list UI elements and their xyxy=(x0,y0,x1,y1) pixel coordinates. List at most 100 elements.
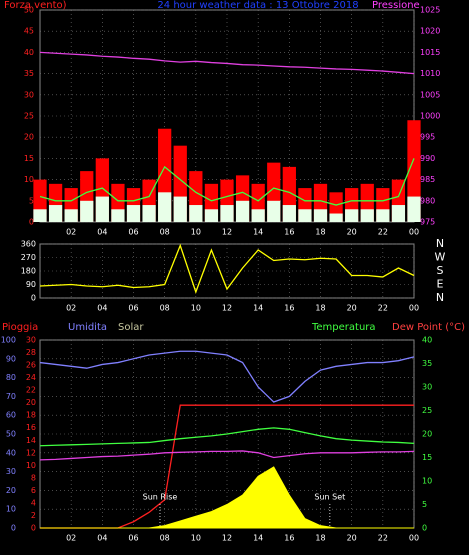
y2-tick-label: 1000 xyxy=(420,112,440,121)
y2-tick-label: 1025 xyxy=(420,6,440,15)
bar xyxy=(189,205,203,222)
y2-tick-label: 40 xyxy=(422,336,432,345)
x-tick-label: 20 xyxy=(347,304,357,313)
x-tick-label: 14 xyxy=(253,534,263,543)
y-tick-label: 100 xyxy=(1,336,16,345)
x-tick-label: 00 xyxy=(409,228,419,237)
line xyxy=(39,51,415,75)
y3-tick-label: 10 xyxy=(26,461,36,470)
y3-tick-label: 20 xyxy=(26,398,36,407)
y-tick-label: 40 xyxy=(24,48,34,57)
bar xyxy=(80,200,94,222)
x-tick-label: 22 xyxy=(378,228,388,237)
bar xyxy=(282,205,296,222)
x-tick-label: 12 xyxy=(222,228,232,237)
y-tick-label: 360 xyxy=(21,240,36,249)
y-tick-label: 270 xyxy=(21,253,36,262)
y3-tick-label: 16 xyxy=(26,423,36,432)
y2-tick-label: 35 xyxy=(422,359,432,368)
line xyxy=(39,450,415,461)
y-tick-label: 15 xyxy=(24,154,34,163)
line xyxy=(39,350,415,403)
bar xyxy=(267,200,281,222)
y2-tick-label: W xyxy=(435,251,446,264)
x-tick-label: 06 xyxy=(128,304,138,313)
y2-tick-label: 985 xyxy=(420,175,435,184)
x-tick-label: 16 xyxy=(284,534,294,543)
x-tick-label: 08 xyxy=(160,304,170,313)
y3-tick-label: 12 xyxy=(26,448,36,457)
x-tick-label: 08 xyxy=(160,228,170,237)
x-tick-label: 02 xyxy=(66,534,76,543)
y-tick-label: 90 xyxy=(6,354,16,363)
x-tick-label: 04 xyxy=(97,228,107,237)
pressure-axis-label: Pressione xyxy=(372,0,420,11)
y-tick-label: 50 xyxy=(24,6,34,15)
x-tick-label: 22 xyxy=(378,304,388,313)
y3-tick-label: 24 xyxy=(26,373,36,382)
bar xyxy=(391,205,406,222)
y2-tick-label: 975 xyxy=(420,218,435,227)
y3-tick-label: 14 xyxy=(26,436,36,445)
x-tick-label: 00 xyxy=(409,304,419,313)
x-tick-label: 04 xyxy=(97,534,107,543)
area xyxy=(40,466,414,529)
x-tick-label: 10 xyxy=(191,228,201,237)
y-tick-label: 90 xyxy=(26,280,36,289)
x-tick-label: 10 xyxy=(191,534,201,543)
wind-axis-label: Forza vento) xyxy=(4,0,67,11)
y2-tick-label: 980 xyxy=(420,196,435,205)
x-tick-label: 04 xyxy=(97,304,107,313)
bar xyxy=(407,196,421,222)
annotation: Sun Rise xyxy=(143,493,178,502)
y3-tick-label: 2 xyxy=(31,511,36,520)
x-tick-label: 16 xyxy=(284,228,294,237)
y2-tick-label: S xyxy=(437,264,444,277)
bar xyxy=(345,209,359,222)
y-tick-label: 40 xyxy=(6,448,16,457)
series-label: Solar xyxy=(118,322,144,333)
y2-tick-label: 1015 xyxy=(420,48,440,57)
y-tick-label: 20 xyxy=(24,133,34,142)
chart-title: 24 hour weather data : 13 Ottobre 2018 xyxy=(157,0,358,11)
y2-tick-label: 990 xyxy=(420,154,435,163)
y-tick-label: 50 xyxy=(6,430,16,439)
bar xyxy=(126,205,141,222)
line xyxy=(39,158,415,206)
y3-tick-label: 18 xyxy=(26,411,36,420)
y2-tick-label: 995 xyxy=(420,133,435,142)
bar xyxy=(313,209,328,222)
bar xyxy=(360,209,374,222)
bar xyxy=(173,196,187,222)
y3-tick-label: 4 xyxy=(31,498,36,507)
x-tick-label: 20 xyxy=(347,228,357,237)
bar xyxy=(298,209,312,222)
series-label: Pioggia xyxy=(2,322,38,333)
y2-tick-label: 30 xyxy=(422,383,432,392)
x-tick-label: 16 xyxy=(284,304,294,313)
y-tick-label: 0 xyxy=(11,524,16,533)
y-tick-label: 25 xyxy=(24,112,34,121)
y-tick-label: 5 xyxy=(29,196,34,205)
x-tick-label: 08 xyxy=(160,534,170,543)
y-tick-label: 20 xyxy=(6,486,16,495)
bar xyxy=(235,200,250,222)
line xyxy=(39,427,415,447)
x-tick-label: 18 xyxy=(315,534,325,543)
series-label: Temperatura xyxy=(311,322,376,333)
y-tick-label: 60 xyxy=(6,411,16,420)
y-tick-label: 45 xyxy=(24,27,34,36)
y2-tick-label: 1005 xyxy=(420,90,440,99)
x-tick-label: 06 xyxy=(128,228,138,237)
bar xyxy=(64,209,78,222)
x-tick-label: 14 xyxy=(253,228,263,237)
y3-tick-label: 8 xyxy=(31,473,36,482)
y3-tick-label: 6 xyxy=(31,486,36,495)
y2-tick-label: N xyxy=(436,291,444,304)
y2-tick-label: 5 xyxy=(422,500,427,509)
y2-tick-label: 25 xyxy=(422,406,432,415)
y2-tick-label: 0 xyxy=(422,524,427,533)
y2-tick-label: 10 xyxy=(422,477,432,486)
y-tick-label: 30 xyxy=(24,90,34,99)
